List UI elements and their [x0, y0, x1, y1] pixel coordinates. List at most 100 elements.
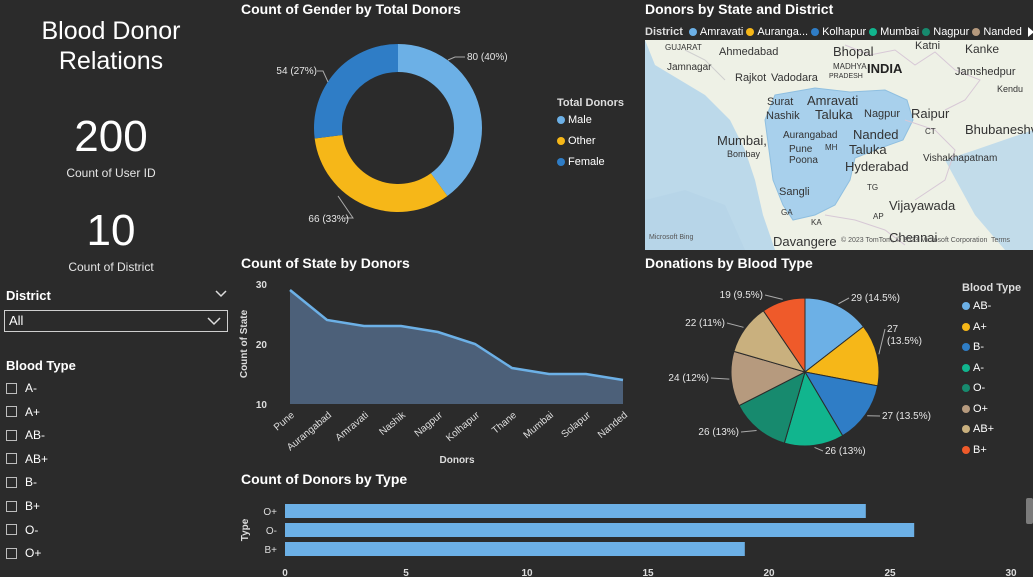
- legend-swatch: [811, 28, 820, 36]
- y-tick-label: 10: [256, 400, 268, 411]
- district-dropdown[interactable]: All: [4, 310, 228, 332]
- x-tick-label: Pune: [272, 410, 297, 434]
- pie-slice-a-pos[interactable]: [803, 325, 880, 387]
- checkbox[interactable]: [6, 382, 17, 394]
- data-label: 26 (13%): [825, 446, 866, 457]
- district-slicer-title: District: [6, 288, 51, 303]
- kpi-donor-count-label: Count of User ID: [66, 166, 156, 180]
- x-tick-label: 30: [1005, 568, 1017, 577]
- map-legend-item[interactable]: Kolhapur: [811, 26, 866, 38]
- legend-swatch: [557, 157, 565, 166]
- bar[interactable]: [285, 523, 915, 537]
- blood-type-option-a-neg[interactable]: A-: [6, 379, 37, 397]
- chevron-down-icon[interactable]: [215, 290, 227, 298]
- legend-item[interactable]: B-: [962, 337, 1021, 358]
- gender-legend-title: Total Donors: [557, 97, 625, 109]
- y-axis-title: Type: [240, 518, 251, 541]
- legend-swatch: [962, 302, 970, 311]
- blood-type-option-label: B+: [25, 499, 41, 513]
- legend-item[interactable]: AB+: [962, 419, 1021, 440]
- blood-type-option-b-neg[interactable]: B-: [6, 473, 37, 491]
- leader-line: [838, 297, 850, 305]
- x-tick-label: Mumbai: [522, 410, 556, 441]
- map-terrain: [645, 40, 1033, 250]
- checkbox[interactable]: [6, 476, 17, 488]
- legend-label: Kolhapur: [822, 26, 867, 38]
- map-legend-item[interactable]: Mumbai: [869, 26, 919, 38]
- pie-slice-o-neg[interactable]: [738, 371, 806, 444]
- blood-type-option-label: A+: [25, 404, 41, 419]
- legend-label: Nanded: [983, 26, 1022, 38]
- legend-item[interactable]: A-: [962, 358, 1021, 379]
- checkbox[interactable]: [6, 453, 17, 465]
- scrollbar[interactable]: [1026, 498, 1033, 524]
- legend-swatch: [688, 28, 697, 36]
- x-tick-label: Nashik: [377, 409, 408, 438]
- legend-swatch: [557, 136, 565, 145]
- legend-item[interactable]: AB-: [962, 296, 1021, 317]
- donut-slice-female[interactable]: [314, 44, 398, 139]
- leader-line: [726, 322, 744, 328]
- blood-type-option-label: B-: [25, 475, 37, 490]
- blood-type-option-o-pos[interactable]: O+: [6, 544, 41, 562]
- legend-item[interactable]: B+: [962, 440, 1021, 461]
- pie-slice-a-neg[interactable]: [783, 370, 844, 447]
- legend-label: Other: [568, 134, 596, 147]
- x-tick-label: 15: [642, 568, 654, 577]
- kpi-district-count-label: Count of District: [68, 260, 154, 274]
- bar[interactable]: [285, 542, 745, 556]
- map-legend-item[interactable]: Amravati: [688, 26, 744, 38]
- legend-item-other[interactable]: Other: [557, 130, 624, 151]
- data-label: 22 (11%): [685, 318, 725, 329]
- leader-line: [337, 195, 354, 219]
- legend-item[interactable]: O-: [962, 378, 1021, 399]
- legend-label: Amravati: [699, 26, 744, 38]
- legend-label: A+: [973, 320, 987, 333]
- checkbox[interactable]: [6, 547, 17, 559]
- map-legend-item[interactable]: Nanded: [972, 26, 1022, 38]
- legend-swatch: [962, 425, 970, 434]
- data-label: (13.5%): [887, 336, 922, 347]
- data-label: 26 (13%): [698, 427, 739, 438]
- pie-slice-b-neg[interactable]: [804, 371, 879, 437]
- y-axis-title: Count of State: [239, 309, 250, 378]
- blood-type-option-label: O+: [25, 546, 42, 561]
- bar[interactable]: [285, 504, 866, 518]
- checkbox[interactable]: [6, 429, 17, 441]
- district-map[interactable]: GUJARAT Ahmedabad Bhopal Katni Kanke Jam…: [645, 40, 1033, 250]
- blood-type-pie-chart: 29 (14.5%) 27(13.5%) 27 (13.5%) 26 (13%) 26 …: [668, 290, 931, 457]
- map-legend-item[interactable]: Auranga...: [746, 26, 808, 38]
- legend-swatch: [962, 404, 970, 413]
- legend-swatch: [972, 28, 981, 36]
- blood-type-option-a-pos[interactable]: A+: [6, 403, 40, 421]
- scroll-right-icon[interactable]: [1027, 26, 1033, 38]
- bloodtype-chart-title: Donations by Blood Type: [645, 255, 813, 271]
- pie-slice-b-pos[interactable]: [762, 297, 806, 374]
- checkbox[interactable]: [6, 500, 17, 512]
- legend-swatch: [962, 343, 970, 352]
- legend-item-female[interactable]: Female: [557, 151, 624, 172]
- legend-item[interactable]: O+: [962, 399, 1021, 420]
- blood-type-option-ab-pos[interactable]: AB+: [6, 450, 48, 468]
- x-axis-title: Donors: [440, 455, 475, 466]
- donut-slice-male[interactable]: [398, 44, 482, 196]
- legend-item-male[interactable]: Male: [557, 109, 624, 130]
- area-line[interactable]: [289, 289, 624, 382]
- map-legend-item[interactable]: Nagpur: [922, 26, 969, 38]
- legend-swatch: [962, 322, 970, 331]
- checkbox[interactable]: [6, 406, 17, 418]
- donut-slice-other[interactable]: [314, 135, 448, 212]
- legend-label: Nagpur: [933, 26, 970, 38]
- x-tick-label: 0: [282, 568, 288, 577]
- blood-type-option-ab-neg[interactable]: AB-: [6, 426, 45, 444]
- legend-label: Male: [568, 113, 592, 126]
- blood-type-option-o-neg[interactable]: O-: [6, 521, 38, 539]
- map-terms-link[interactable]: Terms: [991, 237, 1011, 244]
- legend-label: AB-: [973, 300, 992, 313]
- blood-type-option-b-pos[interactable]: B+: [6, 497, 40, 515]
- checkbox[interactable]: [6, 524, 17, 536]
- report-title: Blood Donor Relations: [41, 17, 181, 75]
- pie-slice-ab-neg[interactable]: [804, 297, 865, 374]
- legend-item[interactable]: A+: [962, 317, 1021, 338]
